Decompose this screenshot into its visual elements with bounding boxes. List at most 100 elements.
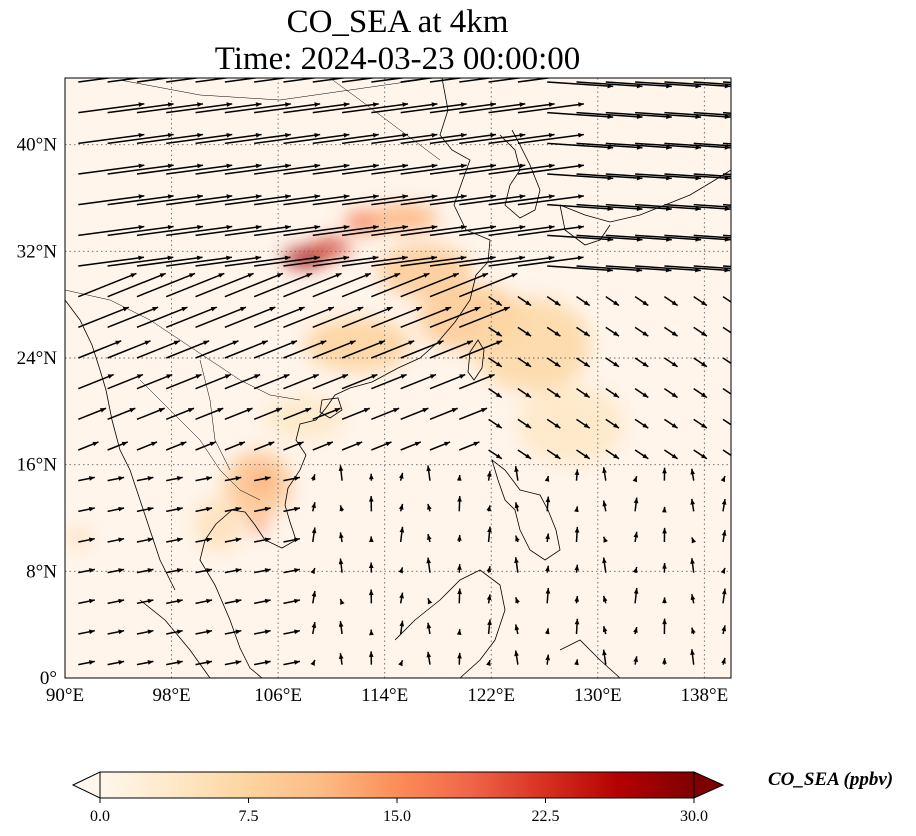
wind-arrow	[78, 225, 145, 237]
colorbar-tick-label: 15.0	[383, 808, 411, 825]
wind-arrow-head	[519, 255, 525, 261]
wind-arrow-head	[490, 194, 496, 199]
wind-arrow	[136, 340, 181, 359]
wind-arrow-head	[197, 132, 203, 138]
wind-arrow	[136, 133, 204, 145]
wind-arrow-head	[255, 102, 262, 107]
wind-arrow-head	[426, 465, 431, 472]
wind-arrow-head	[363, 408, 370, 413]
wind-arrow-head	[549, 72, 555, 77]
wind-arrow-head	[224, 374, 231, 379]
wind-arrow-head	[602, 500, 608, 507]
wind-arrow-head	[486, 566, 492, 573]
wind-arrow-head	[226, 194, 233, 199]
wind-arrow	[166, 78, 202, 83]
wind-arrow-head	[662, 658, 667, 664]
wind-arrow-head	[399, 620, 405, 627]
wind-arrow-head	[118, 476, 125, 481]
wind-arrow-head	[460, 102, 467, 107]
wind-arrow-head	[394, 273, 401, 278]
wind-arrow-head	[181, 307, 188, 312]
wind-arrow-head	[118, 598, 125, 604]
wind-arrow-head	[314, 255, 320, 261]
wind-arrow-head	[88, 660, 95, 665]
wind-arrow	[341, 103, 409, 114]
wind-arrow-head	[88, 537, 95, 543]
wind-arrow	[341, 225, 409, 237]
wind-arrow	[166, 133, 233, 145]
wind-arrow-head	[339, 532, 344, 539]
wind-arrow-head	[422, 408, 429, 413]
wind-arrow-head	[264, 476, 271, 481]
wind-arrow-head	[602, 649, 607, 656]
wind-arrow-head	[235, 598, 242, 604]
wind-arrow-head	[357, 307, 364, 312]
wind-arrow	[693, 142, 731, 147]
wind-arrow	[78, 164, 145, 175]
wind-arrow-head	[338, 558, 344, 565]
wind-arrow-head	[633, 627, 638, 633]
wind-arrow	[458, 340, 503, 359]
wind-arrow-head	[311, 590, 317, 597]
wind-arrow-head	[349, 340, 356, 346]
wind-arrow-head	[583, 331, 590, 337]
wind-arrow	[166, 225, 233, 237]
wind-arrow-head	[701, 453, 707, 459]
wind-arrow-head	[577, 255, 584, 261]
wind-arrow	[254, 103, 321, 114]
wind-arrow	[429, 225, 497, 237]
wind-arrow-head	[544, 475, 550, 482]
wind-arrow-head	[294, 476, 300, 481]
wind-arrow-head	[701, 392, 707, 398]
colorbar-title: CO_SEA (ppbv)	[768, 769, 894, 790]
wind-arrow	[371, 103, 438, 114]
wind-arrow-head	[326, 441, 333, 447]
colorbar-tick-label: 0.0	[90, 808, 110, 825]
wind-arrow	[195, 306, 247, 329]
wind-arrow-head	[176, 476, 183, 481]
wind-arrow-head	[246, 408, 253, 413]
wind-arrow	[429, 103, 497, 114]
wind-arrow	[459, 164, 526, 175]
wind-arrow-head	[633, 531, 639, 538]
wind-arrow-head	[519, 102, 526, 107]
wind-arrow	[224, 164, 291, 175]
wind-arrow	[400, 340, 444, 359]
wind-arrow-head	[130, 273, 137, 278]
wind-arrow	[312, 78, 349, 83]
wind-arrow-head	[642, 331, 649, 337]
wind-arrow	[371, 133, 438, 145]
wind-arrow-head	[613, 392, 619, 398]
wind-arrow-head	[525, 453, 532, 459]
wind-arrow	[78, 78, 114, 83]
wind-arrow-head	[255, 224, 262, 230]
wind-arrow	[635, 81, 702, 88]
wind-arrow	[576, 142, 643, 149]
wind-arrow-head	[240, 307, 247, 312]
wind-arrow-head	[159, 273, 166, 278]
wind-arrow	[635, 234, 702, 241]
wind-arrow-head	[671, 331, 678, 337]
wind-arrow-head	[226, 255, 232, 261]
wind-arrow-head	[285, 132, 291, 138]
wind-arrow-head	[456, 629, 462, 635]
wind-arrow	[400, 225, 467, 237]
coastline-japan	[559, 169, 731, 246]
wind-arrow-head	[783, 114, 789, 119]
wind-arrow	[400, 373, 437, 390]
wind-arrow-head	[167, 255, 174, 261]
wind-arrow-head	[545, 565, 550, 572]
wind-arrow-head	[226, 224, 233, 230]
wind-arrow	[693, 173, 731, 178]
wind-arrow-head	[158, 408, 165, 413]
wind-arrow-head	[495, 331, 502, 337]
wind-arrow-head	[721, 657, 726, 664]
wind-arrow-head	[129, 408, 136, 413]
wind-arrow-head	[721, 498, 727, 505]
wind-arrow-head	[343, 132, 350, 138]
wind-arrow	[722, 357, 731, 365]
wind-arrow	[488, 164, 555, 175]
wind-arrow-head	[226, 132, 233, 138]
wind-arrow	[693, 81, 731, 86]
wind-arrow-head	[371, 374, 378, 379]
